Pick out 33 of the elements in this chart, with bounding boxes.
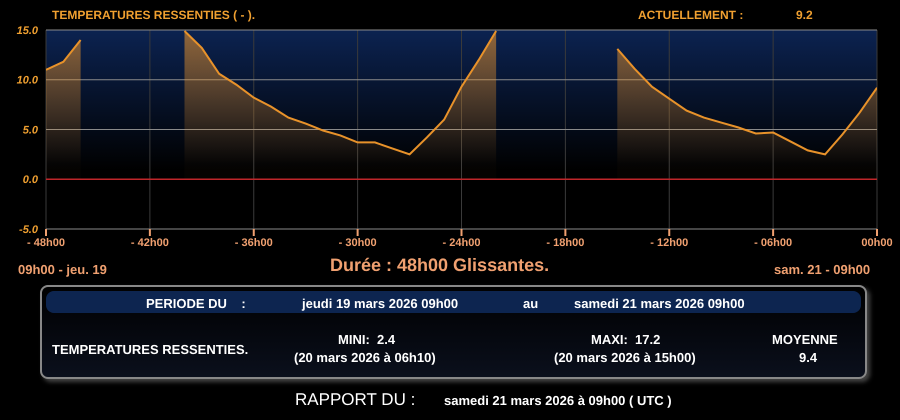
y-tick-label: 5.0 [22, 124, 39, 136]
text: au [523, 296, 538, 311]
text: RAPPORT DU : [295, 390, 416, 410]
text: MOYENNE [772, 332, 838, 347]
text: 9.2 [796, 8, 813, 22]
text: 9.4 [799, 350, 818, 365]
y-tick-label: -5.0 [19, 224, 39, 236]
x-tick-label: - 48h00 [27, 236, 65, 249]
text: MAXI: 17.2 [591, 332, 660, 347]
x-tick-label: - 24h00 [442, 236, 480, 249]
x-tick-label: - 30h00 [338, 236, 377, 249]
text: Durée : 48h00 Glissantes. [330, 255, 550, 276]
x-tick-label: - 36h00 [234, 236, 273, 249]
text: PERIODE DU : [146, 296, 246, 311]
chart-title: TEMPERATURES RESSENTIES ( - ). [52, 8, 256, 22]
x-tick-label: - 12h00 [650, 236, 688, 249]
y-tick-label: 0.0 [22, 174, 39, 186]
text: (20 mars 2026 à 06h10) [294, 350, 436, 365]
x-tick-label: - 18h00 [546, 236, 584, 249]
text: TEMPERATURES RESSENTIES. [52, 342, 248, 357]
x-tick-label: - 42h00 [130, 236, 169, 249]
text: jeudi 19 mars 2026 09h00 [302, 296, 458, 311]
y-tick-label: 10.0 [16, 74, 39, 87]
x-tick-label: - 06h00 [754, 236, 792, 249]
x-tick-label: 00h00 [861, 236, 893, 249]
text: sam. 21 - 09h00 [774, 262, 870, 277]
text: samedi 21 mars 2026 à 09h00 ( UTC ) [444, 393, 672, 408]
text: samedi 21 mars 2026 09h00 [574, 296, 745, 311]
y-tick-label: 15.0 [16, 24, 39, 37]
text: 09h00 - jeu. 19 [18, 262, 107, 277]
text: MINI: 2.4 [338, 332, 396, 347]
text: (20 mars 2026 à 15h00) [554, 350, 696, 365]
text: ACTUELLEMENT : [638, 8, 744, 22]
